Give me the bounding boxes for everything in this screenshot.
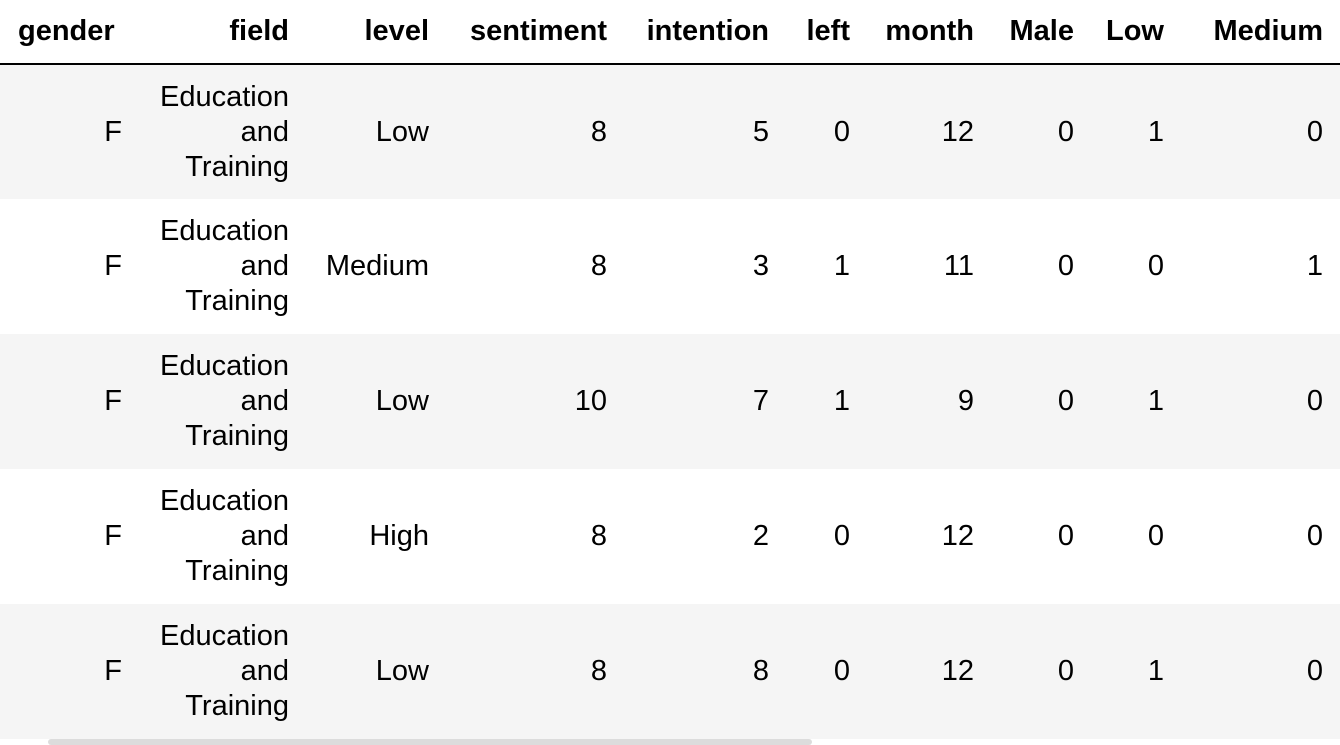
column-header-left: left <box>786 0 867 65</box>
cell-month: 12 <box>867 469 991 604</box>
cell-left: 1 <box>786 199 867 334</box>
cell-month: 11 <box>867 199 991 334</box>
table-header: gender field level sentiment intention l… <box>0 0 1340 65</box>
header-row: gender field level sentiment intention l… <box>0 0 1340 65</box>
column-header-male: Male <box>991 0 1091 65</box>
field-line: Education <box>160 350 289 382</box>
cell-intention: 2 <box>624 469 786 604</box>
field-text: Education and Training <box>160 349 289 454</box>
cell-medium: 0 <box>1181 334 1340 469</box>
column-header-level: level <box>306 0 446 65</box>
field-text: Education and Training <box>160 484 289 589</box>
cell-level: Low <box>306 604 446 739</box>
cell-sentiment: 8 <box>446 604 624 739</box>
cell-gender: F <box>0 64 140 199</box>
column-header-intention: intention <box>624 0 786 65</box>
cell-male: 0 <box>991 199 1091 334</box>
cell-left: 0 <box>786 604 867 739</box>
field-text: Education and Training <box>160 619 289 724</box>
cell-low: 0 <box>1091 469 1181 604</box>
cell-medium: 0 <box>1181 469 1340 604</box>
cell-level: Low <box>306 64 446 199</box>
column-header-medium: Medium <box>1181 0 1340 65</box>
field-line: Training <box>185 690 289 722</box>
cell-sentiment: 8 <box>446 469 624 604</box>
cell-sentiment: 8 <box>446 199 624 334</box>
field-line: Education <box>160 215 289 247</box>
cell-intention: 7 <box>624 334 786 469</box>
field-line: and <box>240 115 289 148</box>
cell-low: 1 <box>1091 64 1181 199</box>
cell-left: 0 <box>786 469 867 604</box>
field-line: Training <box>185 285 289 317</box>
table-row: F Education and Training Low 8 5 0 12 0 1 0 <box>0 64 1340 199</box>
cell-left: 1 <box>786 334 867 469</box>
table-row: F Education and Training Low 8 8 0 12 0 1 0 <box>0 604 1340 739</box>
cell-gender: F <box>0 199 140 334</box>
cell-level: High <box>306 469 446 604</box>
cell-field: Education and Training <box>140 334 306 469</box>
cell-left: 0 <box>786 64 867 199</box>
field-text: Education and Training <box>160 80 289 185</box>
cell-field: Education and Training <box>140 199 306 334</box>
table-row: F Education and Training Low 10 7 1 9 0 1 0 <box>0 334 1340 469</box>
column-header-field: field <box>140 0 306 65</box>
field-line: Training <box>185 555 289 587</box>
cell-gender: F <box>0 334 140 469</box>
field-line: Education <box>160 80 289 113</box>
table-row: F Education and Training High 8 2 0 12 0 0 0 <box>0 469 1340 604</box>
table-body: F Education and Training Low 8 5 0 12 0 1 0 F Educati… <box>0 64 1340 739</box>
field-line: Education <box>160 620 289 652</box>
field-line: and <box>240 385 289 417</box>
cell-intention: 3 <box>624 199 786 334</box>
cell-level: Medium <box>306 199 446 334</box>
column-header-sentiment: sentiment <box>446 0 624 65</box>
field-text: Education and Training <box>160 214 289 319</box>
column-header-gender: gender <box>0 0 140 65</box>
cell-intention: 5 <box>624 64 786 199</box>
cell-male: 0 <box>991 64 1091 199</box>
horizontal-scrollbar[interactable] <box>48 739 812 745</box>
cell-gender: F <box>0 604 140 739</box>
cell-field: Education and Training <box>140 64 306 199</box>
cell-low: 1 <box>1091 334 1181 469</box>
cell-intention: 8 <box>624 604 786 739</box>
cell-medium: 0 <box>1181 604 1340 739</box>
field-line: Education <box>160 485 289 517</box>
column-header-low: Low <box>1091 0 1181 65</box>
column-header-month: month <box>867 0 991 65</box>
cell-month: 12 <box>867 64 991 199</box>
cell-male: 0 <box>991 604 1091 739</box>
field-line: and <box>240 655 289 687</box>
field-line: and <box>240 520 289 552</box>
cell-male: 0 <box>991 469 1091 604</box>
cell-medium: 1 <box>1181 199 1340 334</box>
field-line: Training <box>185 150 289 183</box>
table-row: F Education and Training Medium 8 3 1 11 0 0 1 <box>0 199 1340 334</box>
cell-month: 9 <box>867 334 991 469</box>
cell-male: 0 <box>991 334 1091 469</box>
cell-medium: 0 <box>1181 64 1340 199</box>
field-line: Training <box>185 420 289 452</box>
cell-sentiment: 8 <box>446 64 624 199</box>
cell-gender: F <box>0 469 140 604</box>
cell-month: 12 <box>867 604 991 739</box>
cell-low: 0 <box>1091 199 1181 334</box>
cell-low: 1 <box>1091 604 1181 739</box>
field-line: and <box>240 250 289 282</box>
cell-sentiment: 10 <box>446 334 624 469</box>
cell-field: Education and Training <box>140 604 306 739</box>
cell-field: Education and Training <box>140 469 306 604</box>
cell-level: Low <box>306 334 446 469</box>
